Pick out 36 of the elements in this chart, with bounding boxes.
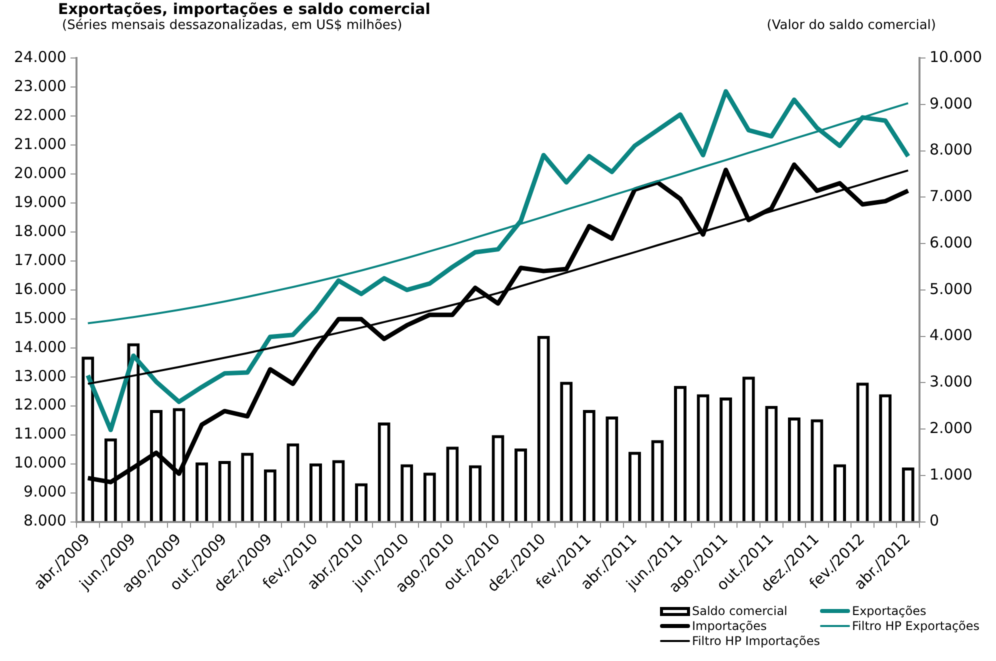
- y-tick-label: 17.000: [14, 250, 66, 269]
- y-tick-label: 18.000: [14, 222, 66, 240]
- y2-tick-label: 1.000: [930, 465, 972, 484]
- y-tick-label: 23.000: [14, 76, 66, 95]
- y-tick-label: 9.000: [24, 482, 66, 501]
- y-tick-label: 12.000: [14, 396, 66, 414]
- y-tick-label: 22.000: [14, 106, 66, 124]
- y-tick-label: 20.000: [14, 164, 66, 182]
- y-tick-label: 21.000: [14, 134, 66, 153]
- y-tick-label: 14.000: [14, 338, 66, 356]
- y2-tick-label: 0: [930, 512, 940, 530]
- y-tick-label: 13.000: [14, 366, 66, 385]
- y2-tick-label: 5.000: [930, 280, 972, 298]
- y-tick-label: 24.000: [14, 48, 66, 66]
- y-tick-label: 10.000: [14, 454, 66, 472]
- y-tick-label: 8.000: [24, 512, 66, 530]
- legend-label: Exportações: [852, 604, 926, 618]
- chart-subtitle: (Séries mensais dessazonalizadas, em US$ milhões): [62, 18, 402, 33]
- y2-tick-label: 2.000: [930, 418, 972, 437]
- y2-tick-label: 3.000: [930, 372, 972, 391]
- legend-label: Importações: [692, 619, 767, 633]
- legend-label: Filtro HP Importações: [692, 634, 820, 648]
- chart-title: Exportações, importações e saldo comercial: [58, 0, 430, 18]
- y-tick-label: 11.000: [14, 424, 66, 443]
- y2-tick-label: 6.000: [930, 233, 972, 252]
- y-tick-label: 15.000: [14, 308, 66, 327]
- y2-tick-label: 9.000: [930, 94, 972, 112]
- y2-tick-label: 10.000: [930, 48, 982, 66]
- y2-axis-title: (Valor do saldo comercial): [766, 18, 936, 33]
- legend-label: Filtro HP Exportações: [852, 619, 980, 633]
- legend-label: Saldo comercial: [692, 604, 788, 618]
- y-tick-label: 16.000: [14, 280, 66, 298]
- y2-tick-label: 4.000: [930, 326, 972, 344]
- y-tick-label: 19.000: [14, 192, 66, 211]
- y2-tick-label: 7.000: [930, 187, 972, 206]
- y2-tick-label: 8.000: [930, 140, 972, 159]
